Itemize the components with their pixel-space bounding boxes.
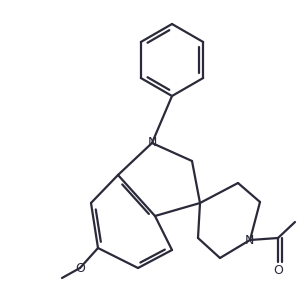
Text: N: N [147,137,157,149]
Text: N: N [244,233,254,246]
Text: O: O [273,264,283,277]
Text: O: O [75,262,85,275]
